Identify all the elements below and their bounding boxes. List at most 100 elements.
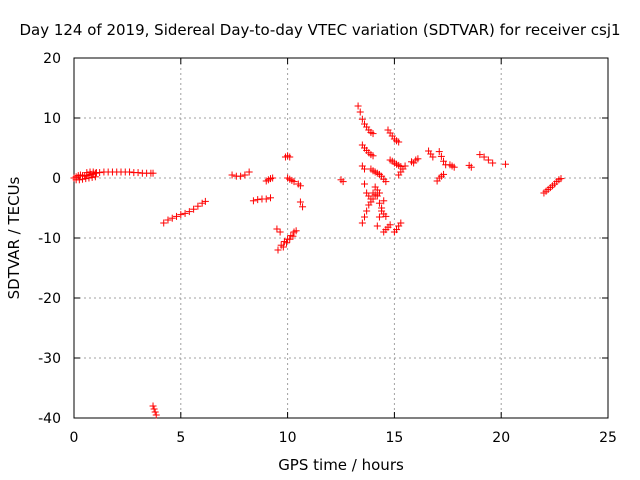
data-point xyxy=(429,153,437,161)
data-point xyxy=(365,192,373,200)
data-point xyxy=(450,163,458,171)
data-point xyxy=(245,168,253,176)
data-point xyxy=(88,173,96,181)
data-point xyxy=(160,219,168,227)
y-axis-label: SDTVAR / TECUs xyxy=(5,176,23,299)
data-point xyxy=(371,191,379,199)
x-axis-label: GPS time / hours xyxy=(278,456,404,474)
data-point xyxy=(249,197,257,205)
data-point xyxy=(363,207,371,215)
x-tick-label: 10 xyxy=(279,430,297,446)
x-tick-label: 25 xyxy=(599,430,617,446)
data-point xyxy=(378,204,386,212)
data-point xyxy=(276,228,284,236)
axis-ticks xyxy=(73,57,609,419)
data-point xyxy=(269,174,277,182)
x-tick-label: 5 xyxy=(176,430,185,446)
data-point xyxy=(299,203,307,211)
data-point xyxy=(373,222,381,230)
data-point xyxy=(279,243,287,251)
data-point xyxy=(82,175,90,183)
data-point xyxy=(296,198,304,206)
data-point xyxy=(283,239,291,247)
data-point xyxy=(360,180,368,188)
data-point xyxy=(393,226,401,234)
y-tick-label: -10 xyxy=(38,231,61,247)
data-point xyxy=(89,168,97,176)
data-point xyxy=(228,171,236,179)
y-tick-label: 0 xyxy=(52,171,61,187)
data-point xyxy=(286,235,294,243)
data-point xyxy=(382,212,390,220)
data-point xyxy=(435,148,443,156)
data-point xyxy=(292,227,300,235)
data-point xyxy=(440,170,448,178)
data-point xyxy=(476,151,484,159)
data-point xyxy=(168,214,176,222)
grid xyxy=(74,58,608,418)
data-point xyxy=(369,195,377,203)
data-point xyxy=(290,178,298,186)
data-point xyxy=(126,168,134,176)
x-tick-label: 15 xyxy=(385,430,403,446)
data-points xyxy=(70,102,565,419)
data-point xyxy=(194,202,202,210)
y-tick-label: 20 xyxy=(43,51,61,67)
y-tick-labels: 20 10 0 -10 -20 -30 -40 xyxy=(38,51,61,427)
data-point xyxy=(198,199,206,207)
data-point xyxy=(484,156,492,164)
data-point xyxy=(173,212,181,220)
data-point xyxy=(358,219,366,227)
data-point xyxy=(369,152,377,160)
data-point xyxy=(164,216,172,224)
x-tick-label: 0 xyxy=(70,430,79,446)
data-point xyxy=(85,174,93,182)
data-point xyxy=(134,169,142,177)
data-point xyxy=(395,138,403,146)
data-point xyxy=(480,153,488,161)
data-point xyxy=(75,176,83,184)
data-point xyxy=(262,195,270,203)
data-point xyxy=(273,225,281,233)
data-point xyxy=(254,196,262,204)
data-point xyxy=(354,102,362,110)
data-point xyxy=(296,182,304,190)
data-point xyxy=(380,197,388,205)
data-point xyxy=(190,205,198,213)
data-point xyxy=(286,153,294,161)
data-point xyxy=(177,211,185,219)
chart-title: Day 124 of 2019, Sidereal Day-to-day VTE… xyxy=(19,21,620,39)
data-point xyxy=(241,171,249,179)
data-point xyxy=(501,160,509,168)
data-point xyxy=(150,405,158,413)
data-point xyxy=(375,189,383,197)
data-point xyxy=(358,115,366,123)
data-point xyxy=(185,208,193,216)
data-point xyxy=(360,165,368,173)
data-point xyxy=(369,130,377,138)
data-point xyxy=(79,175,87,183)
data-point xyxy=(375,213,383,221)
data-point xyxy=(151,408,159,416)
data-point xyxy=(397,219,405,227)
data-point xyxy=(356,108,364,116)
data-point xyxy=(557,175,565,183)
data-point xyxy=(382,178,390,186)
data-point xyxy=(467,163,475,171)
data-point xyxy=(414,155,422,163)
data-point xyxy=(274,246,282,254)
data-point xyxy=(339,178,347,186)
data-point xyxy=(360,213,368,221)
data-point xyxy=(83,169,91,177)
data-point xyxy=(401,162,409,170)
data-point xyxy=(201,197,209,205)
data-point xyxy=(440,157,448,165)
data-point xyxy=(386,221,394,229)
data-point xyxy=(237,172,245,180)
data-point xyxy=(437,152,445,160)
data-point xyxy=(375,199,383,207)
data-point xyxy=(91,173,99,181)
data-point xyxy=(152,411,160,419)
data-point xyxy=(267,194,275,202)
